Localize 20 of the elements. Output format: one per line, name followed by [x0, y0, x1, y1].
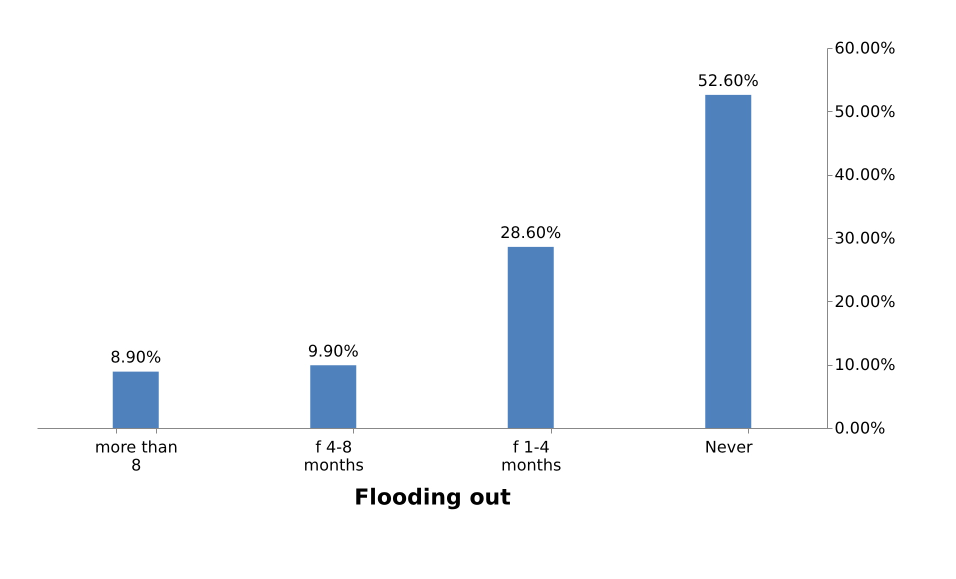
- y-tick-label: 0.00%: [834, 418, 886, 438]
- y-tick-label: 20.00%: [834, 292, 896, 311]
- y-tick-label: 30.00%: [834, 228, 896, 248]
- x-tick-label: Never: [704, 438, 754, 456]
- y-tick-label: 40.00%: [834, 165, 896, 184]
- data-label: 8.90%: [110, 348, 162, 367]
- bar: [705, 94, 752, 428]
- x-tick-label: f 4-8 months: [304, 438, 364, 474]
- bar: [508, 246, 554, 428]
- x-tick-label: f 1-4 months: [501, 438, 562, 474]
- data-label: 9.90%: [308, 341, 359, 360]
- bar: [310, 365, 356, 428]
- y-tick-label: 10.00%: [834, 355, 896, 374]
- data-label: 52.60%: [698, 70, 759, 90]
- y-tick-label: 60.00%: [834, 38, 896, 58]
- bar: [112, 372, 159, 428]
- x-axis-title: Flooding out: [354, 486, 512, 510]
- data-label: 28.60%: [500, 222, 562, 242]
- x-tick-label: more than 8: [94, 438, 178, 474]
- y-tick-label: 50.00%: [834, 102, 896, 121]
